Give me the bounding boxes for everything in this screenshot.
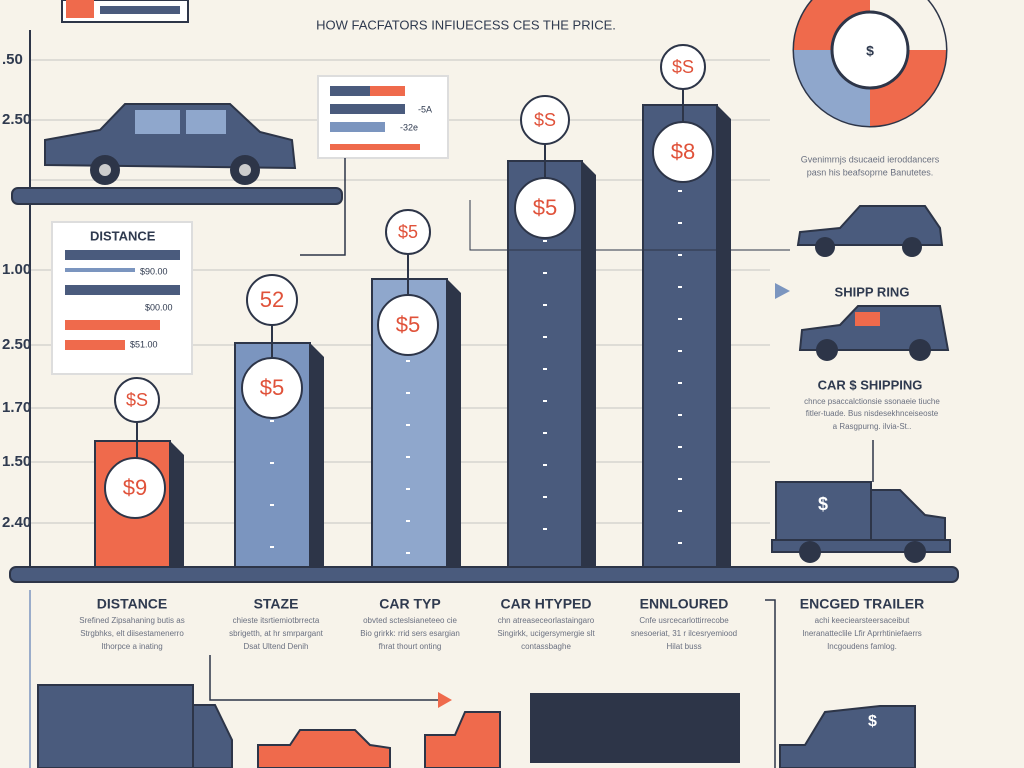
category-text: Hilat buss	[666, 642, 701, 651]
badge-label: $8	[671, 139, 695, 164]
category-name: CAR TYP	[379, 596, 440, 612]
ground	[9, 566, 959, 583]
badge-label: $5	[533, 195, 557, 220]
category-text: contassbaghe	[521, 642, 571, 651]
category-text: chieste itsrtiemiotbrrecta	[233, 616, 320, 625]
category-text: chn atreaseceorlastaingaro	[498, 616, 595, 625]
badge-label: $9	[123, 475, 147, 500]
category-name: ENNLOURED	[640, 596, 729, 612]
badge-label: $S	[126, 390, 148, 410]
badge-label: $S	[672, 57, 694, 77]
badge-label: $S	[534, 110, 556, 130]
axis-label: 2.50	[2, 111, 31, 128]
category-name: CAR HTYPED	[500, 596, 591, 612]
badges: $S $9 52 $5 $5 $5 $S $5 $S $8	[104, 44, 714, 519]
car-icon	[11, 103, 343, 205]
box-value: $90.00	[140, 266, 168, 276]
side-text: chnce psaccalctionsie ssonaeie tiuche	[804, 397, 940, 406]
category-name: DISTANCE	[97, 596, 168, 612]
side-panel: Gvenimrnjs dsucaeid ieroddancers pasn hi…	[469, 154, 951, 563]
category-text: snesoeriat, 31 r ilcesryemiood	[631, 629, 737, 638]
legend-box: -5A -32e	[317, 75, 449, 159]
category-text: achi keeciearsteersaceibut	[815, 616, 910, 625]
category-text: Dsat Ultend Denih	[244, 642, 309, 651]
axis-label: 1.50	[2, 453, 31, 470]
box-title: DISTANCE	[90, 228, 156, 243]
icon-label: $	[866, 43, 874, 59]
side-note: pasn his beafsoprne Banutetes.	[807, 167, 934, 177]
axis-label: 1.70	[2, 399, 31, 416]
category-text: Strgbhks, elt diisestamenerro	[80, 629, 184, 638]
category-text: obvted scteslsianeteeo cie	[363, 616, 457, 625]
category-text: fhrat thourt onting	[379, 642, 442, 651]
axis-label: 2.50	[2, 336, 31, 353]
tag-swatch	[66, 0, 94, 18]
category-text: sbrigetth, at hr smrpargant	[229, 629, 324, 638]
box-value: $51.00	[130, 339, 158, 349]
legend-label: -32e	[400, 122, 418, 132]
icon-label: $	[818, 494, 828, 514]
axis-label: .50	[2, 51, 23, 68]
badge-label: 52	[260, 287, 284, 312]
badge-label: $5	[396, 312, 420, 337]
axis-label: 1.00	[2, 261, 31, 278]
category-name: ENCGED TRAILER	[800, 596, 924, 612]
category-text: Bio grirkk: rrid sers esargian	[360, 629, 460, 638]
category-text: Cnfe usrcecarlottirrecobe	[639, 616, 729, 625]
side-text: fitler-tuade. Bus nisdesekhnceiseoste	[806, 409, 939, 418]
connector	[300, 158, 346, 256]
badge-label: $5	[398, 222, 418, 242]
box-value: $00.00	[145, 302, 173, 312]
category-text: Ithorpce a inating	[101, 642, 162, 651]
category-text: Ineranatteclile Lfir Aprrhtiniefaerrs	[802, 629, 922, 638]
pie-icon: $	[792, 0, 948, 128]
category-text: Incgoudens famlog.	[827, 642, 897, 651]
side-note: Gvenimrnjs dsucaeid ieroddancers	[801, 154, 940, 164]
distance-box: DISTANCE $90.00 $00.00 $51.00	[51, 221, 193, 375]
tag-bar	[100, 6, 180, 14]
bottom-vehicles: $	[37, 684, 916, 768]
category-text: Singirkk, ucigersymergie slt	[497, 629, 595, 638]
category-name: STAZE	[254, 596, 299, 612]
categories: DISTANCE Srefined Zipsahaning butis as S…	[29, 590, 924, 768]
title: HOW FACFATORS INFIUECESS CES THE PRICE.	[316, 17, 616, 32]
axis-label: 2.40	[2, 514, 31, 531]
badge-label: $5	[260, 375, 284, 400]
icon-label: $	[868, 713, 877, 730]
side-text: a Rasgpurng. ilvia-St..	[833, 422, 912, 431]
legend-label: -5A	[418, 104, 432, 114]
side-heading: CAR $ SHIPPING	[818, 377, 923, 392]
category-text: Srefined Zipsahaning butis as	[79, 616, 184, 625]
side-heading: SHIPP RING	[835, 284, 910, 299]
